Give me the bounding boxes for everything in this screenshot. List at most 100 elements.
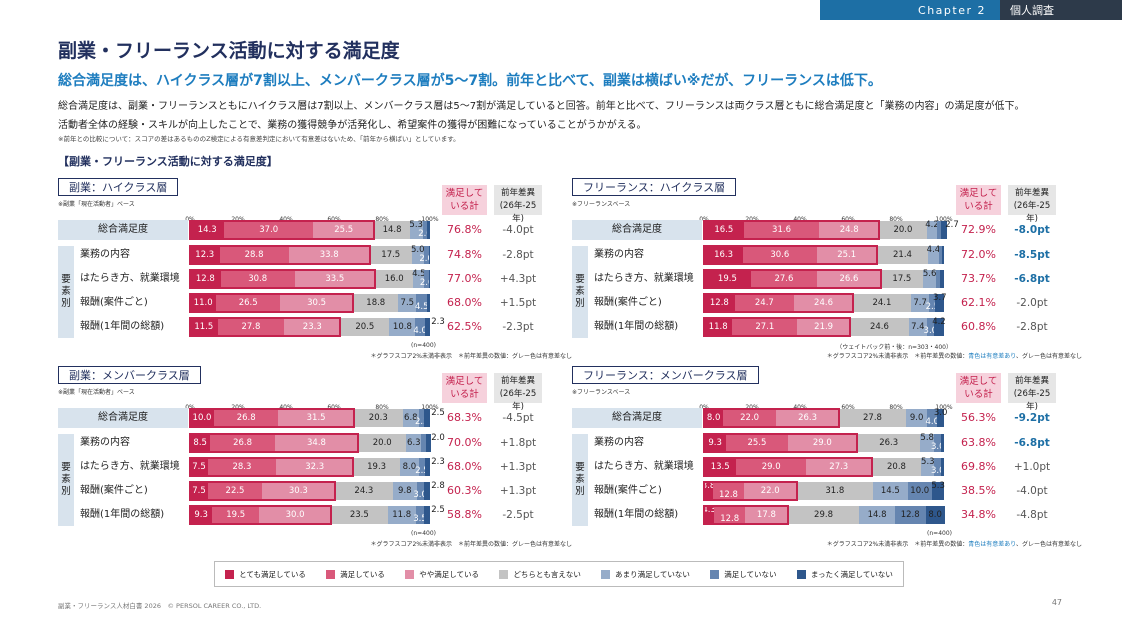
bar-segment <box>732 318 798 336</box>
bar-segment <box>872 482 908 500</box>
bar-segment <box>880 270 923 288</box>
axis-tick-label: 60% <box>841 404 855 411</box>
page-number: 47 <box>1051 598 1062 607</box>
stacked-bar: 12.3 28.8 33.8 17.5 5.0 2.0 <box>189 245 433 265</box>
stacked-bar: 12.8 30.8 33.5 16.0 4.5 2.0 <box>189 269 433 289</box>
bar-segment <box>714 506 746 524</box>
segment-label: 2.5 <box>431 505 445 515</box>
bar-segment <box>940 221 948 239</box>
bar-segment <box>934 458 942 476</box>
stacked-bar: 7.5 22.5 30.3 24.3 9.8 3.0 2.8 <box>189 481 445 501</box>
segment-label: 11.5 <box>194 322 214 332</box>
bar-segment <box>931 482 945 500</box>
bar-segment <box>750 270 818 288</box>
bar-segment <box>922 270 937 288</box>
segment-label: 12.8 <box>709 298 729 308</box>
bar-segment <box>816 246 877 264</box>
segment-label: 8.5 <box>193 438 207 448</box>
bar-segment <box>416 294 428 312</box>
legend-item: 満足していない <box>710 569 777 580</box>
segment-label: 3.0 <box>413 490 427 500</box>
axis-tick-label: 40% <box>793 216 807 223</box>
bar-segment <box>424 409 431 427</box>
bar-segment <box>210 434 275 452</box>
segment-label: 2.5 <box>415 466 429 476</box>
segment-label: 24.6 <box>869 322 889 332</box>
segment-label: 19.5 <box>226 510 246 520</box>
segment-label: 4.3 <box>702 505 716 515</box>
row-label: 業務の内容 <box>80 437 130 448</box>
legend-swatch <box>405 569 415 579</box>
section-tag: 個人調査 <box>1000 0 1122 20</box>
legend-label: やや満足している <box>419 569 480 579</box>
segment-label: 24.1 <box>872 298 892 308</box>
bar-segment <box>936 270 941 288</box>
satisfied-header: 満足して いる計 <box>442 185 487 215</box>
bar-segment <box>190 409 214 427</box>
bar-segment <box>331 506 388 524</box>
segment-label: 4.4 <box>926 245 941 255</box>
bar-segment <box>704 246 744 264</box>
axis-tick-label: 0% <box>185 404 195 411</box>
panel-title: フリーランス：ハイクラス層 <box>572 178 737 196</box>
segment-label: 31.8 <box>825 486 845 496</box>
bar-segment <box>423 246 429 264</box>
footer-copyright: 副業・フリーランス人材白書 2026 © PERSOL CAREER CO., … <box>58 602 262 610</box>
bar-segment <box>262 482 335 500</box>
legend-swatch <box>499 569 509 579</box>
diff-value: -4.0pt <box>1016 485 1048 497</box>
description: 総合満足度は、副業・フリーランスともにハイクラス層は7割以上、メンバークラス層は… <box>58 97 1025 135</box>
chart-panel: 副業：メンバークラス層 ※副業「現在活動者」ベース 満足して いる計 前年差異 (26… <box>58 366 572 548</box>
bar-segment <box>340 318 390 336</box>
segment-label: 5.3 <box>409 220 423 230</box>
diff-value: +1.3pt <box>499 485 537 497</box>
bar-segment <box>859 506 895 524</box>
segment-label: 26.8 <box>236 413 256 423</box>
segment-label: 21.4 <box>893 250 912 260</box>
segment-label: 2.0 <box>419 278 434 288</box>
bar-segment <box>849 318 909 336</box>
segment-label: 4.5 <box>412 269 426 279</box>
panel-base-note: ※副業「現在活動者」ベース <box>58 201 135 208</box>
segment-label: 31.6 <box>772 225 791 235</box>
bar-segment <box>275 458 354 476</box>
segment-label: 7.5 <box>192 486 206 496</box>
diff-value: -8.0pt <box>1014 224 1050 236</box>
bar-segment <box>427 221 431 239</box>
bar-segment <box>421 434 427 452</box>
bar-segment <box>928 246 939 264</box>
stacked-bar: 11.0 26.5 30.5 18.8 7.5 4.5 <box>189 293 430 313</box>
segment-label: 12.3 <box>195 250 215 260</box>
segment-label: 2.3 <box>431 317 445 327</box>
bar-segment <box>704 458 737 476</box>
segment-label: 4.0 <box>413 326 427 336</box>
legend-label: あまり満足していない <box>615 569 690 579</box>
bar-segment <box>418 409 425 427</box>
panel-title: フリーランス：メンバークラス層 <box>572 366 759 384</box>
legend-label: とても満足している <box>239 569 306 579</box>
axis-tick-label: 80% <box>889 216 903 223</box>
axis-tick-label: 40% <box>279 216 293 223</box>
diff-header: 前年差異 (26年-25年) <box>494 373 542 412</box>
legend-swatch <box>225 569 235 579</box>
bar-segment <box>797 318 850 336</box>
row-label: 総合満足度 <box>58 408 188 428</box>
segment-label: 24.8 <box>839 225 859 235</box>
segment-label: 4.2 <box>925 220 939 230</box>
diff-value: -8.5pt <box>1014 249 1050 261</box>
bar-segment <box>208 458 276 476</box>
segment-label: 24.7 <box>754 298 774 308</box>
bar-segment <box>704 434 727 452</box>
bar-segment <box>278 409 354 427</box>
segment-label: 20.5 <box>355 322 375 332</box>
stacked-bar: 8.0 22.0 26.3 27.8 9.0 4.0 3.0 <box>703 408 947 428</box>
axis-tick-label: 80% <box>375 404 389 411</box>
bar-segment <box>219 246 289 264</box>
segment-label: 17.8 <box>756 510 776 520</box>
satisfied-value: 70.0% <box>447 436 482 449</box>
category-char: 別 <box>575 486 585 497</box>
segment-label: 6.3 <box>407 438 421 448</box>
legend-label: まったく満足していない <box>810 569 893 579</box>
segment-label: 21.9 <box>814 322 834 332</box>
segment-label: 2.3 <box>414 417 429 427</box>
